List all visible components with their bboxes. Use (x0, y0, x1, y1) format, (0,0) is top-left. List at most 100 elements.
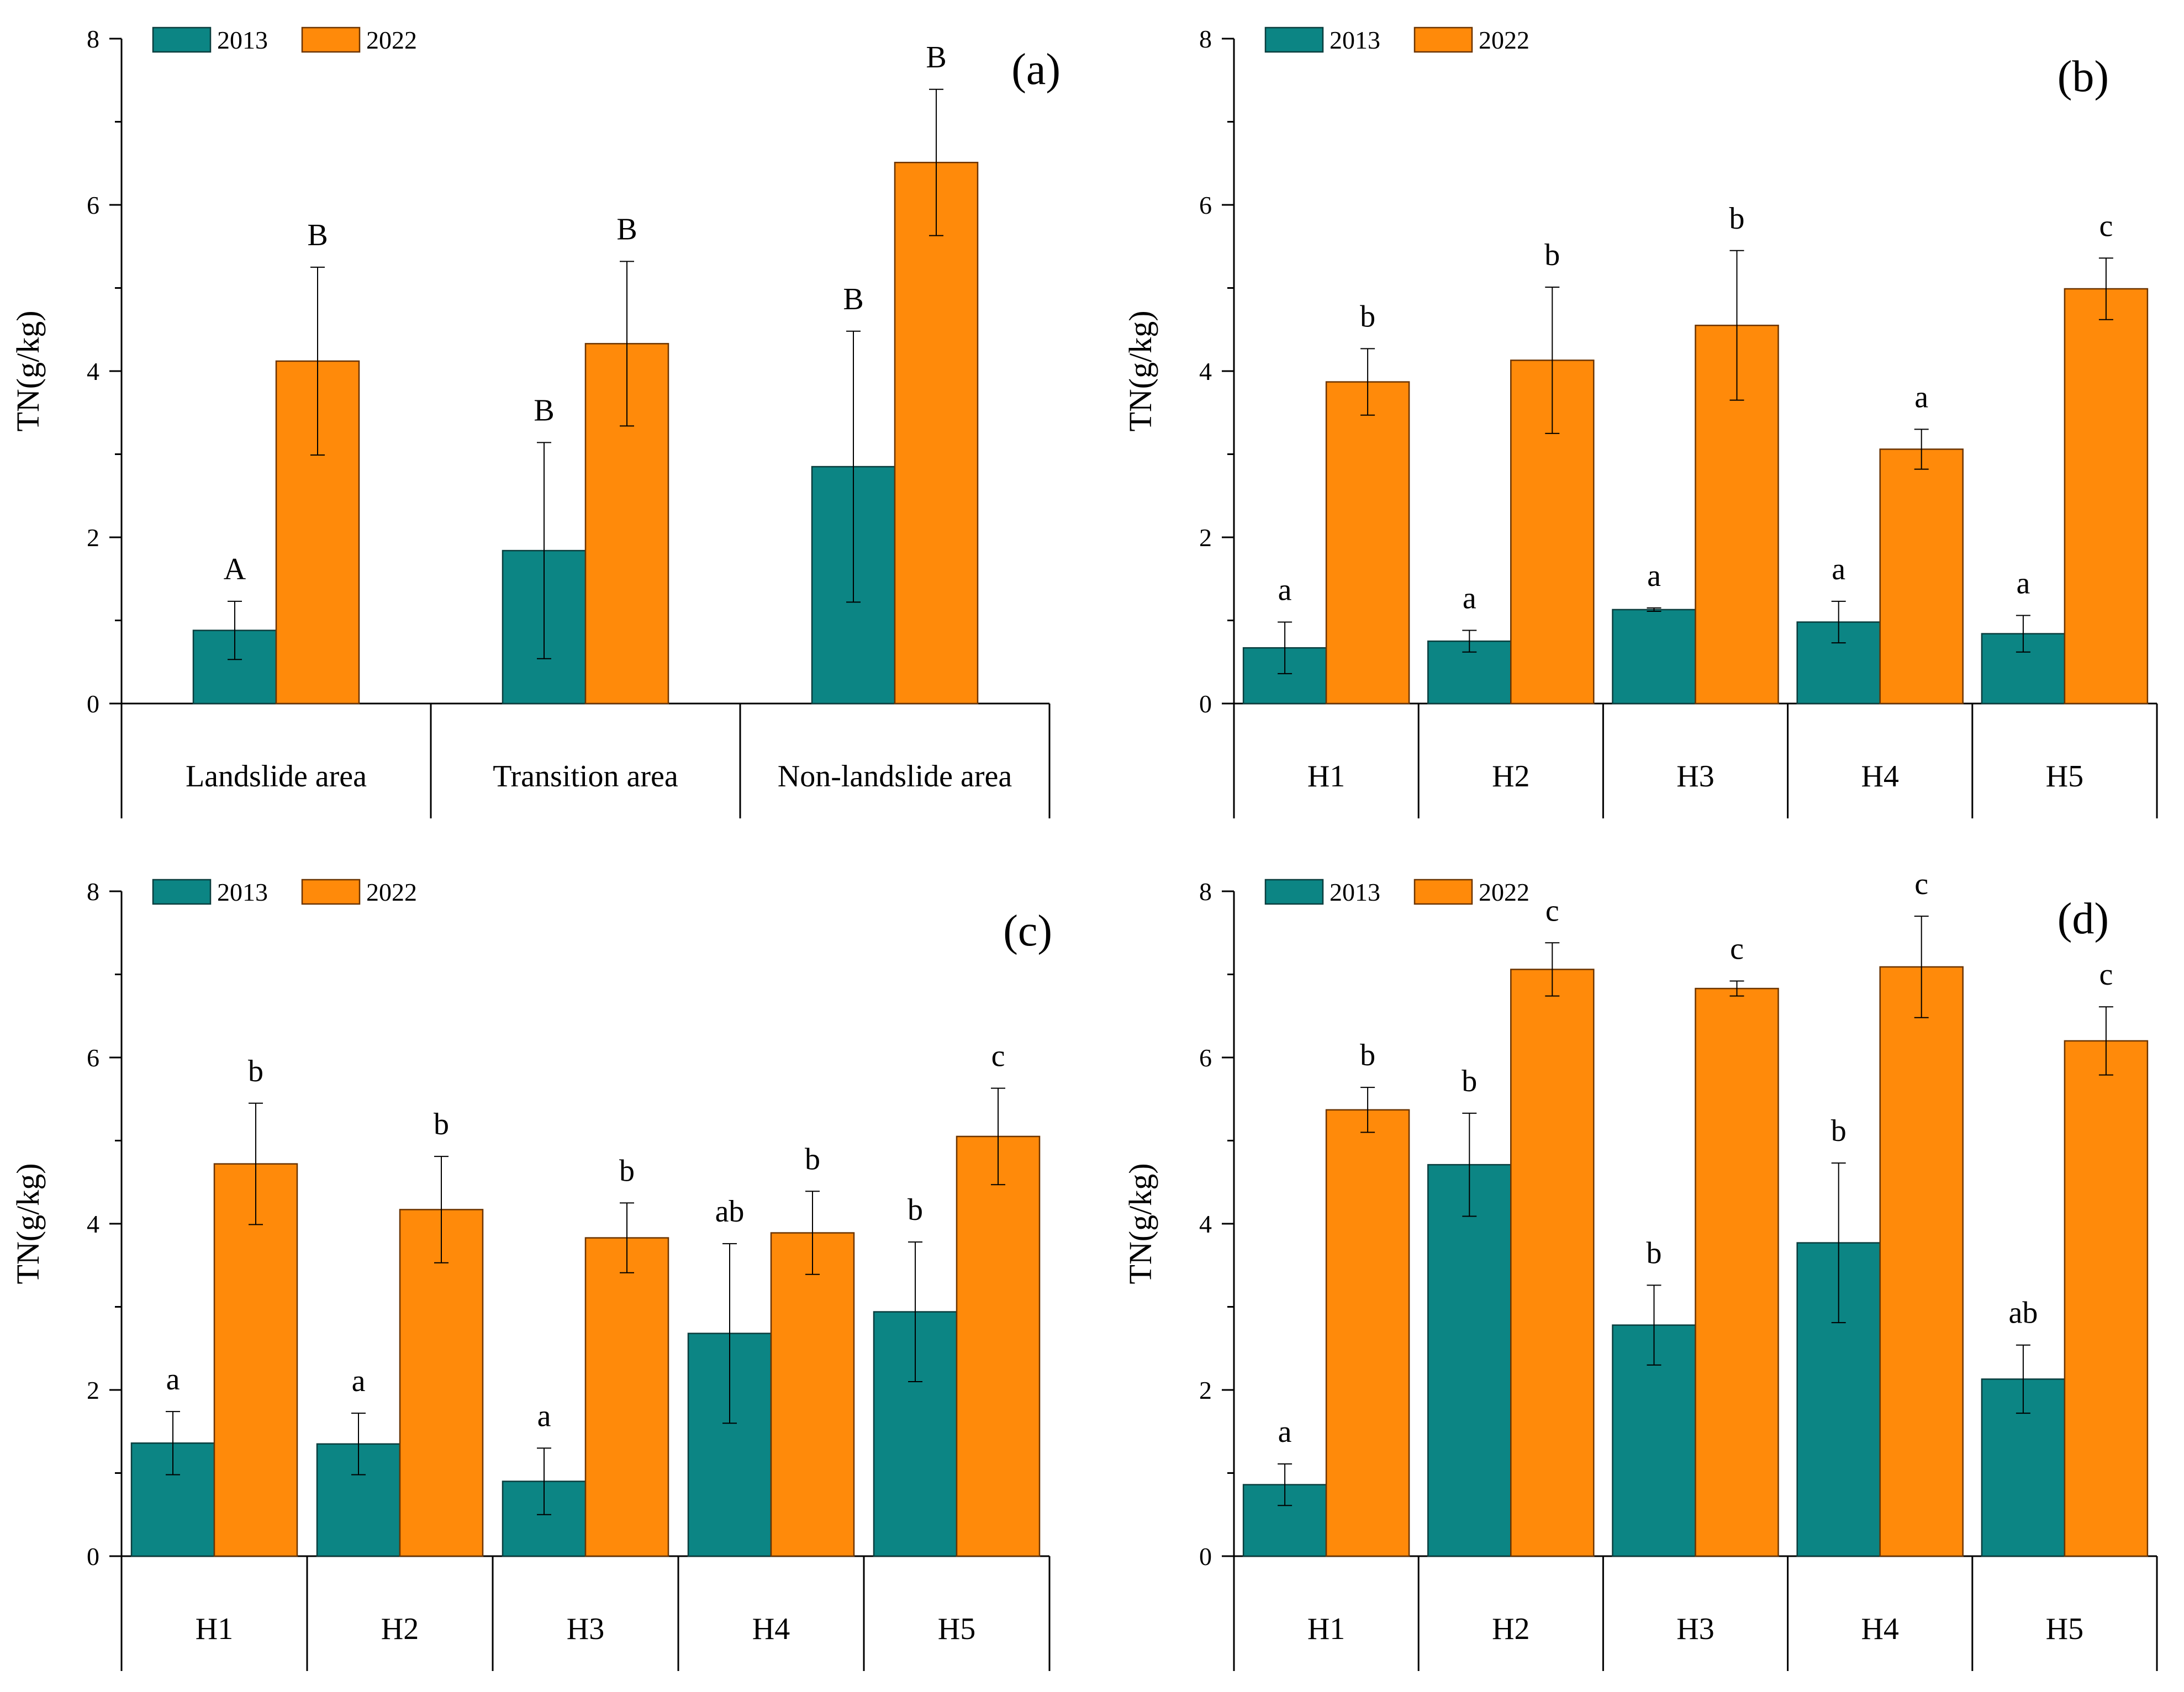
significance-letter: b (1360, 1038, 1375, 1072)
panel-label: (d) (2058, 895, 2109, 943)
significance-letter: c (1730, 932, 1744, 966)
x-category-label: H2 (1492, 759, 1529, 794)
legend-label-2022: 2022 (1479, 26, 1529, 54)
significance-letter: a (2016, 566, 2030, 600)
bar-2022-h5 (956, 1135, 1041, 1557)
legend: 2013 2022 (152, 878, 417, 906)
significance-letter: a (1278, 1415, 1292, 1449)
y-tick-label: 6 (87, 191, 99, 219)
significance-letter: b (248, 1054, 263, 1088)
significance-letter: b (1831, 1114, 1847, 1148)
y-tick-label: 6 (1199, 1044, 1212, 1072)
bar-2022-h4 (1879, 966, 1964, 1557)
x-category-label: H3 (1676, 759, 1714, 794)
legend-label-2022: 2022 (1479, 878, 1529, 906)
legend-label-2022: 2022 (366, 26, 417, 54)
bar-2022-h5 (2064, 288, 2149, 705)
bar-2022-h3 (1695, 987, 1779, 1557)
significance-letter: c (1545, 893, 1559, 928)
x-category-label: H4 (752, 1612, 790, 1646)
x-category-label: H2 (1492, 1612, 1529, 1646)
legend-label-2013: 2013 (1330, 26, 1380, 54)
y-tick-label: 0 (87, 690, 99, 718)
x-category-label: H4 (1861, 759, 1898, 794)
bar-2022-h4 (1879, 448, 1964, 705)
significance-letter: b (908, 1193, 923, 1227)
legend: 2013 2022 (1264, 26, 1529, 54)
legend-swatch-2013 (152, 879, 212, 905)
bar-2022-h3 (584, 1237, 669, 1557)
y-tick-label: 2 (1199, 524, 1212, 552)
bar-2022-h2 (399, 1209, 484, 1557)
y-tick-label: 0 (87, 1542, 99, 1571)
legend: 2013 2022 (1264, 878, 1529, 906)
panel-label: (a) (1011, 45, 1061, 94)
chart-panel-a: 0 2 4 6 8 TN(g/kg) Landslide area Transition ar… (10, 25, 1061, 818)
significance-letter: c (991, 1039, 1005, 1074)
y-tick-label: 2 (87, 1376, 99, 1404)
significance-letter: b (1360, 299, 1375, 334)
y-tick-label: 2 (1199, 1376, 1212, 1404)
bar-2022-h2 (1510, 969, 1595, 1557)
significance-letter: c (1914, 867, 1928, 901)
bar-2013-h1 (1242, 1484, 1327, 1557)
x-category-label: H5 (2046, 759, 2083, 794)
significance-letter: ab (2008, 1296, 2038, 1330)
x-category-label: Non-landslide area (778, 759, 1012, 794)
significance-letter: c (2099, 209, 2113, 243)
significance-letter: B (926, 40, 946, 75)
significance-letter: B (534, 393, 554, 427)
x-category-label: H5 (2046, 1612, 2083, 1646)
panel-label: (b) (2058, 52, 2109, 101)
significance-letter: a (1463, 581, 1476, 616)
x-category-label: H4 (1861, 1612, 1898, 1646)
y-tick-label: 6 (1199, 191, 1212, 219)
y-tick-label: 2 (87, 524, 99, 552)
legend-label-2013: 2013 (217, 878, 268, 906)
significance-letter: A (224, 552, 246, 586)
legend-label-2013: 2013 (217, 26, 268, 54)
significance-letter: ab (715, 1194, 745, 1229)
legend-swatch-2013 (1264, 27, 1324, 53)
significance-letter: c (2099, 958, 2113, 992)
legend-swatch-2022 (301, 879, 361, 905)
y-axis-title: TN(g/kg) (1122, 310, 1158, 431)
bar-2013-h3 (1612, 609, 1696, 705)
x-category-label: H3 (567, 1612, 604, 1646)
legend: 2013 2022 (152, 26, 417, 54)
bar-2022-h1 (1325, 381, 1410, 705)
bar-2022-h1 (213, 1163, 298, 1557)
y-tick-label: 8 (1199, 25, 1212, 53)
chart-panel-b: 0 2 4 6 8 TN(g/kg) H1 H2 H3 H4 H5 a a a a a b b b a c 2013 202… (1122, 25, 2158, 818)
y-tick-label: 8 (87, 25, 99, 53)
x-category-label: Landslide area (186, 759, 367, 794)
significance-letter: b (434, 1107, 449, 1141)
significance-letter: b (805, 1142, 820, 1176)
y-tick-label: 0 (1199, 1542, 1212, 1571)
significance-letter: B (307, 218, 328, 252)
significance-letter: b (1729, 202, 1745, 236)
legend-swatch-2022 (1413, 879, 1473, 905)
y-tick-label: 4 (87, 357, 99, 385)
significance-letter: B (843, 282, 863, 316)
y-axis-title: TN(g/kg) (10, 310, 46, 431)
y-axis-title: TN(g/kg) (10, 1163, 46, 1284)
y-tick-label: 4 (1199, 357, 1212, 385)
x-category-label: H3 (1676, 1612, 1714, 1646)
x-category-label: H1 (1307, 1612, 1345, 1646)
significance-letter: b (619, 1154, 635, 1188)
significance-letter: b (1544, 238, 1560, 272)
bar-2013-h2 (1427, 1164, 1512, 1557)
significance-letter: a (537, 1399, 551, 1433)
y-tick-label: 8 (87, 877, 99, 906)
significance-letter: a (352, 1364, 366, 1398)
x-category-label: H1 (196, 1612, 233, 1646)
legend-swatch-2013 (152, 27, 212, 53)
panel-label: (c) (1003, 907, 1052, 955)
x-category-label: H1 (1307, 759, 1345, 794)
x-category-label: H5 (938, 1612, 975, 1646)
significance-letter: B (616, 212, 637, 246)
significance-letter: a (1647, 559, 1661, 593)
